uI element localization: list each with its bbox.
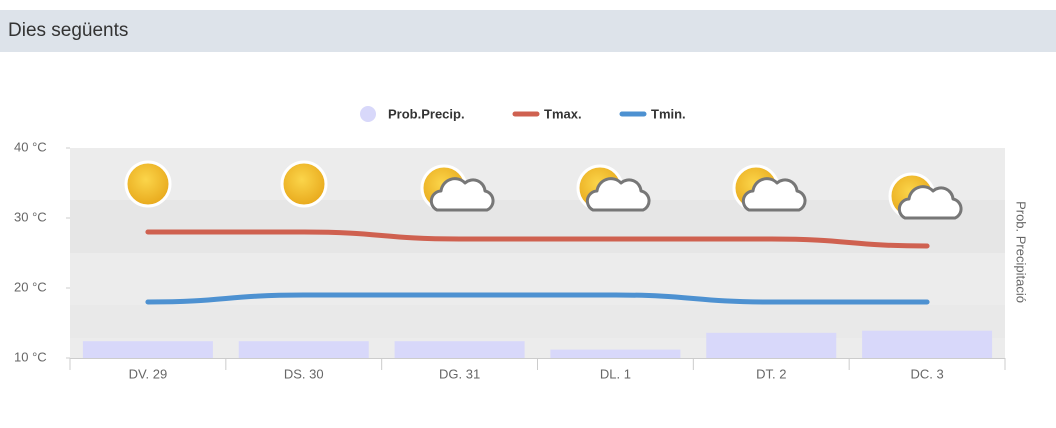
y-tick-label: 40 °C (14, 139, 47, 154)
legend-label: Tmin. (651, 106, 686, 121)
temp-line (145, 292, 930, 305)
plot-band (70, 305, 1005, 338)
x-tick-label: DC. 3 (910, 366, 943, 381)
precip-bar (238, 341, 369, 358)
legend-label: Tmax. (544, 106, 582, 121)
x-tick-label: DT. 2 (756, 366, 786, 381)
y-tick-label: 30 °C (14, 209, 47, 224)
precip-bar (706, 332, 837, 358)
precip-bar (550, 349, 681, 358)
legend-label: Prob.Precip. (388, 106, 465, 121)
y2-axis-label: Prob. Precipitació (1014, 201, 1029, 303)
temp-line (145, 229, 930, 249)
precip-bar (394, 341, 525, 358)
x-tick-label: DV. 29 (129, 366, 168, 381)
legend-swatch (360, 106, 376, 122)
precip-bar (82, 341, 213, 358)
x-tick-label: DL. 1 (600, 366, 631, 381)
y-tick-label: 20 °C (14, 279, 47, 294)
section-header: Dies següents (0, 10, 1056, 52)
y-tick-label: 10 °C (14, 349, 47, 364)
x-tick-label: DG. 31 (439, 366, 480, 381)
precip-bar (862, 330, 993, 358)
x-tick-label: DS. 30 (284, 366, 324, 381)
